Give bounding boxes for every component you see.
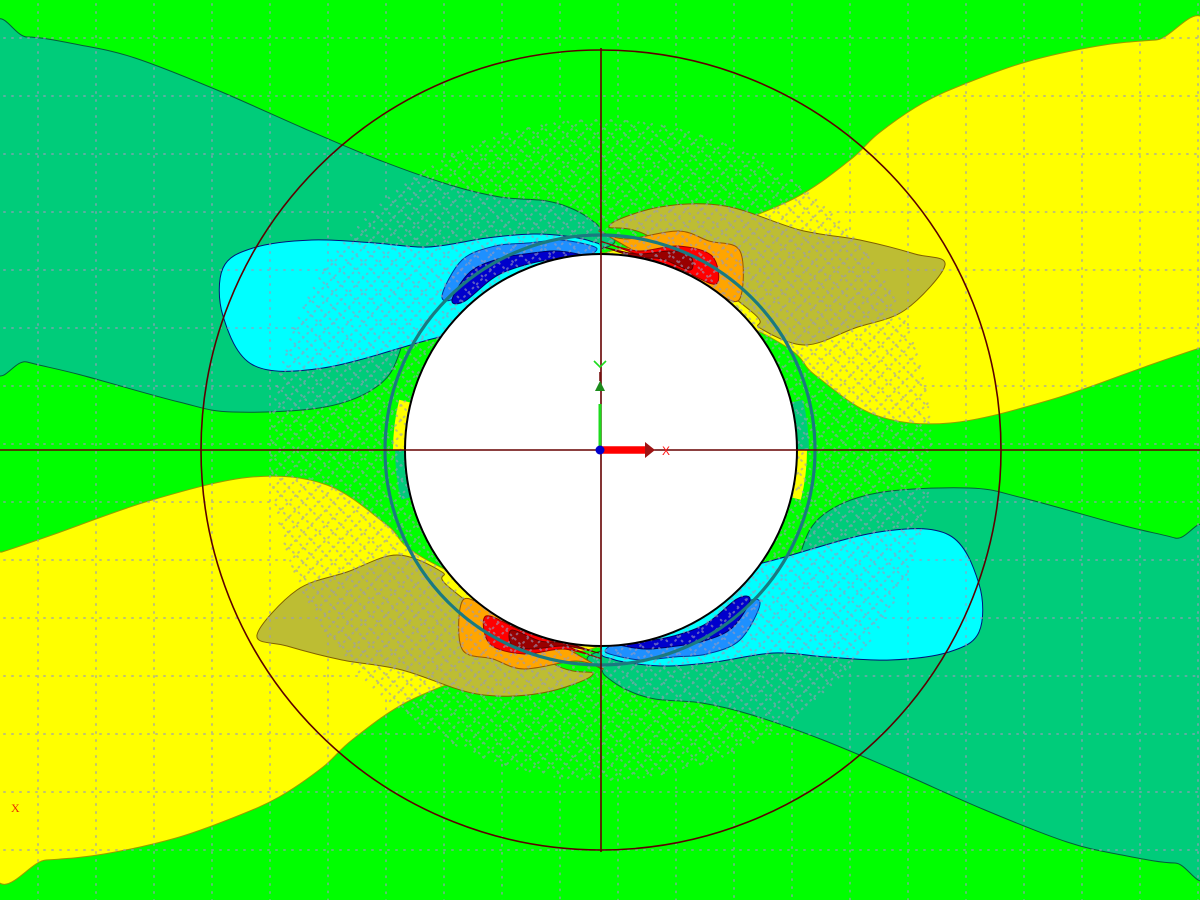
svg-text:X: X [11,801,20,815]
svg-text:X: X [662,444,670,458]
